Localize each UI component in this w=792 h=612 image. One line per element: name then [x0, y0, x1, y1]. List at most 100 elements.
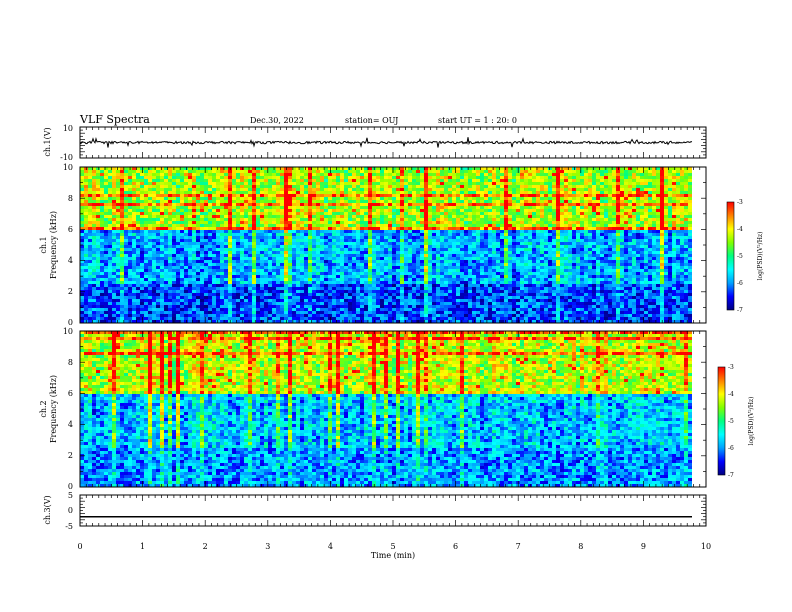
ch1-spectrogram-cell	[508, 197, 512, 200]
ch1-spectrogram-cell	[476, 176, 480, 179]
ch1-spectrogram-cell	[424, 233, 428, 236]
ch1-spectrogram-cell	[220, 251, 224, 254]
ch1-spectrogram-cell	[352, 233, 356, 236]
ch1-spectrogram-cell	[80, 167, 84, 170]
ch1-spectrogram-cell	[648, 257, 652, 260]
ch1-spectrogram-cell	[324, 239, 328, 242]
ch1-spectrogram-cell	[204, 224, 208, 227]
ch1-spectrogram-cell	[268, 209, 272, 212]
ch1-spectrogram-cell	[636, 188, 640, 191]
ch1-spectrogram-cell	[596, 191, 600, 194]
ch1-spectrogram-cell	[184, 167, 188, 170]
ch1-spectrogram-cell	[520, 230, 524, 233]
ch1-spectrogram-cell	[576, 203, 580, 206]
ch1-spectrogram-cell	[652, 242, 656, 245]
ch1-spectrogram-cell	[188, 197, 192, 200]
ch1-spectrogram-cell	[412, 173, 416, 176]
ch1-spectrogram-cell	[160, 200, 164, 203]
ch1-spectrogram-cell	[504, 239, 508, 242]
ch1-spectrogram-cell	[328, 212, 332, 215]
ch1-spectrogram-cell	[644, 224, 648, 227]
ch1-spectrogram-cell	[564, 185, 568, 188]
ch1-spectrogram-cell	[444, 242, 448, 245]
ch1-spectrogram-cell	[476, 221, 480, 224]
ch1-spectrogram-cell	[292, 200, 296, 203]
ch1-spectrogram-cell	[416, 236, 420, 239]
ch1-spectrogram-cell	[624, 203, 628, 206]
ch1-spectrogram-cell	[244, 182, 248, 185]
ch1-spectrogram-cell	[272, 245, 276, 248]
ch1-spectrogram-cell	[608, 248, 612, 251]
ch1-spectrogram-cell	[372, 251, 376, 254]
ch1-spectrogram-cell	[432, 206, 436, 209]
ch1-spectrogram-cell	[580, 212, 584, 215]
ch1-spectrogram-cell	[260, 218, 264, 221]
ch1-spectrogram-cell	[588, 233, 592, 236]
ch1-spectrogram-cell	[436, 206, 440, 209]
ch1-spectrogram-cell	[156, 182, 160, 185]
ch1-spectrogram-cell	[168, 221, 172, 224]
ch1-spectrogram-cell	[616, 191, 620, 194]
ch1-spectrogram-cell	[160, 218, 164, 221]
ch1-spectrogram-cell	[324, 209, 328, 212]
ch1-spectrogram-cell	[436, 212, 440, 215]
ch1-spectrogram-cell	[364, 206, 368, 209]
ch1-spectrogram-cell	[232, 167, 236, 170]
ch1-spectrogram-cell	[296, 263, 300, 266]
ch1-spectrogram-cell	[176, 200, 180, 203]
ch1-spectrogram-cell	[536, 203, 540, 206]
ch1-spectrogram-cell	[104, 245, 108, 248]
ch1-spectrogram-cell	[196, 194, 200, 197]
ch1-spectrogram-cell	[116, 203, 120, 206]
ch1-spectrogram-cell	[356, 182, 360, 185]
ch1-spectrogram-cell	[608, 230, 612, 233]
ch1-spectrogram-cell	[184, 215, 188, 218]
ch1-spectrogram-cell	[268, 176, 272, 179]
ch1-spectrogram-cell	[636, 257, 640, 260]
ch1-spectrogram-cell	[636, 170, 640, 173]
ch1-spectrogram-cell	[120, 209, 124, 212]
ch1-spectrogram-cell	[92, 257, 96, 260]
ch1-spectrogram-cell	[412, 179, 416, 182]
ch1-spectrogram-cell	[576, 251, 580, 254]
ch1-spectrogram-cell	[212, 194, 216, 197]
ch1-spectrogram-cell	[156, 218, 160, 221]
ch1-spectrogram-cell	[532, 260, 536, 263]
ch1-spectrogram-cell	[392, 212, 396, 215]
ch1-spectrogram-cell	[320, 227, 324, 230]
ch1-spectrogram-cell	[152, 236, 156, 239]
ch1-spectrogram-cell	[448, 173, 452, 176]
ch1-spectrogram-cell	[176, 254, 180, 257]
ch1-spectrogram-cell	[312, 206, 316, 209]
ch1-spectrogram-cell	[420, 251, 424, 254]
ch1-spectrogram-cell	[280, 188, 284, 191]
ch1-spectrogram-cell	[624, 230, 628, 233]
ch1-spectrogram-cell	[340, 200, 344, 203]
ch1-spectrogram-cell	[240, 185, 244, 188]
ch1-spectrogram-cell	[208, 227, 212, 230]
ch1-spectrogram-cell	[564, 206, 568, 209]
ch1-spectrogram-cell	[664, 197, 668, 200]
ch1-spectrogram-cell	[80, 245, 84, 248]
ch1-spectrogram-cell	[600, 179, 604, 182]
ch1-spectrogram-cell	[164, 236, 168, 239]
ch1-spectrogram-cell	[300, 179, 304, 182]
ch1-spectrogram-cell	[432, 242, 436, 245]
ch1-spectrogram-cell	[616, 254, 620, 257]
ch1-spectrogram-cell	[416, 212, 420, 215]
ch1-spectrogram-cell	[108, 170, 112, 173]
ch1-spectrogram-cell	[584, 239, 588, 242]
ch1-spectrogram-cell	[132, 191, 136, 194]
ch1-spectrogram-cell	[416, 245, 420, 248]
ch1-spectrogram-cell	[164, 227, 168, 230]
ch1-spectrogram-cell	[144, 242, 148, 245]
ch1-spectrogram-cell	[344, 260, 348, 263]
ch1-spectrogram-cell	[124, 197, 128, 200]
ch1-spectrogram-cell	[656, 239, 660, 242]
ch1-spectrogram-cell	[428, 254, 432, 257]
ch1-spectrogram-cell	[384, 245, 388, 248]
ch1-spectrogram-cell	[520, 251, 524, 254]
ch1-spectrogram-cell	[276, 257, 280, 260]
ch1-spectrogram-cell	[476, 239, 480, 242]
ch1-spectrogram-cell	[412, 200, 416, 203]
